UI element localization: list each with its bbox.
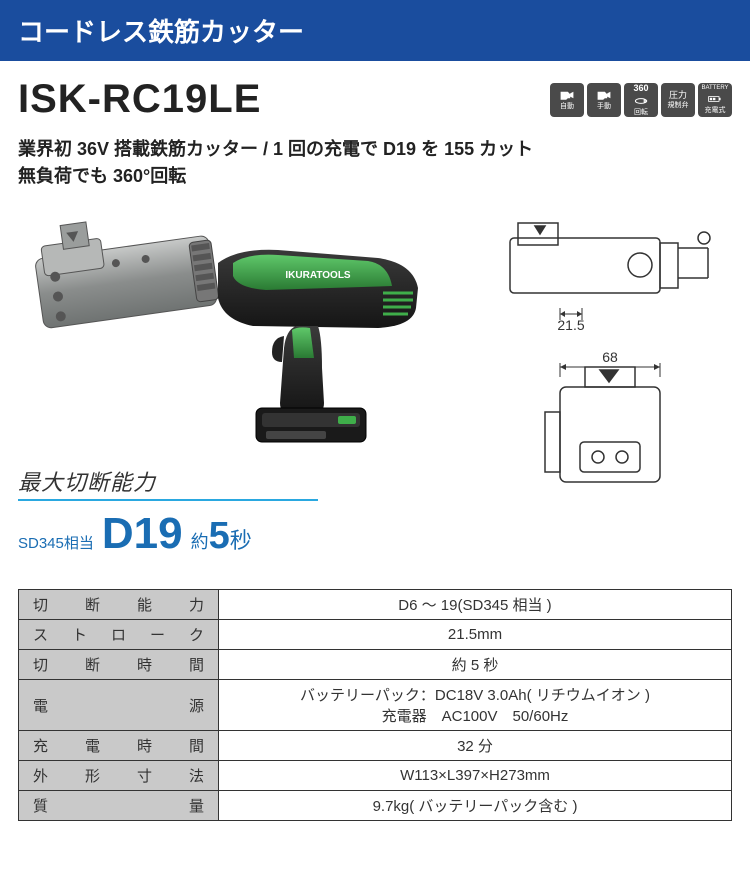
- badge-valve: 圧力 規制弁: [661, 83, 695, 117]
- table-row: 充電時間32 分: [19, 731, 732, 761]
- badge-top: 圧力: [669, 91, 687, 101]
- badge-top: BATTERY: [701, 85, 728, 92]
- table-row: 質量9.7kg( バッテリーパック含む ): [19, 791, 732, 821]
- badge-label: 充電式: [705, 107, 726, 115]
- spec-value: 32 分: [219, 731, 732, 761]
- badge-label: 手動: [597, 103, 611, 111]
- brand-label: IKURATOOLS: [285, 270, 351, 281]
- spec-header: ストローク: [19, 620, 219, 650]
- capacity-about: 約: [191, 532, 209, 552]
- badge-rotate: 360 回転: [624, 83, 658, 117]
- table-row: 切断時間約 5 秒: [19, 650, 732, 680]
- spec-value: W113×L397×H273mm: [219, 761, 732, 791]
- product-illustration: IKURATOOLS: [18, 208, 458, 448]
- badge-battery: BATTERY 充電式: [698, 83, 732, 117]
- spec-header: 電源: [19, 680, 219, 731]
- battery-icon: [707, 92, 723, 106]
- capacity-block: 最大切断能力 SD345相当 D19 約5秒: [18, 465, 458, 559]
- capacity-title: 最大切断能力: [18, 465, 458, 497]
- badge-label: 回転: [634, 109, 648, 117]
- spec-value: 9.7kg( バッテリーパック含む ): [219, 791, 732, 821]
- product-photo-column: IKURATOOLS 最大切断能力: [18, 208, 458, 559]
- spec-value: 21.5mm: [219, 620, 732, 650]
- spec-header: 切断時間: [19, 650, 219, 680]
- capacity-time-unit: 秒: [230, 528, 252, 553]
- table-row: 外形寸法W113×L397×H273mm: [19, 761, 732, 791]
- tool-icon: [596, 88, 612, 102]
- spec-table: 切断能力D6 ～ 19(SD345 相当 ) ストローク21.5mm 切断時間約…: [18, 589, 732, 821]
- capacity-size: D19: [102, 509, 183, 559]
- content: ISK-RC19LE 自動 手動 360 回転 圧力 規制弁 BATTERY: [0, 61, 750, 559]
- tagline-line1: 業界初 36V 搭載鉄筋カッター / 1 回の充電で D19 を 155 カット: [18, 136, 732, 163]
- badge-label: 自動: [560, 103, 574, 111]
- stroke-dim-label: 21.5: [557, 317, 584, 333]
- badge-auto: 自動: [550, 83, 584, 117]
- visual-area: IKURATOOLS 最大切断能力: [18, 208, 732, 559]
- tagline: 業界初 36V 搭載鉄筋カッター / 1 回の充電で D19 を 155 カット…: [18, 136, 732, 190]
- spec-header: 質量: [19, 791, 219, 821]
- table-row: 電源バッテリーパック：DC18V 3.0Ah( リチウムイオン ) 充電器 AC…: [19, 680, 732, 731]
- feature-badges: 自動 手動 360 回転 圧力 規制弁 BATTERY 充電式: [550, 83, 732, 117]
- spec-value: バッテリーパック：DC18V 3.0Ah( リチウムイオン ) 充電器 AC10…: [219, 680, 732, 731]
- spec-table-body: 切断能力D6 ～ 19(SD345 相当 ) ストローク21.5mm 切断時間約…: [19, 590, 732, 821]
- page-title: コードレス鉄筋カッター: [18, 17, 304, 47]
- spec-header: 充電時間: [19, 731, 219, 761]
- capacity-sd: SD345相当: [18, 532, 94, 553]
- tagline-line2: 無負荷でも 360°回転: [18, 163, 732, 190]
- capacity-underline: [18, 499, 318, 501]
- badge-label: 規制弁: [668, 102, 689, 110]
- badge-manual: 手動: [587, 83, 621, 117]
- table-row: 切断能力D6 ～ 19(SD345 相当 ): [19, 590, 732, 620]
- side-diagram: 21.5: [490, 208, 720, 338]
- model-row: ISK-RC19LE 自動 手動 360 回転 圧力 規制弁 BATTERY: [18, 77, 732, 122]
- spec-value: 約 5 秒: [219, 650, 732, 680]
- badge-top: 360: [633, 84, 648, 94]
- front-diagram: 68: [490, 352, 720, 522]
- spec-header: 切断能力: [19, 590, 219, 620]
- rotate-icon: [633, 94, 649, 108]
- page-header: コードレス鉄筋カッター: [0, 0, 750, 61]
- spec-value: D6 ～ 19(SD345 相当 ): [219, 590, 732, 620]
- diagram-column: 21.5 68: [478, 208, 732, 559]
- spec-header: 外形寸法: [19, 761, 219, 791]
- table-row: ストローク21.5mm: [19, 620, 732, 650]
- capacity-time-num: 5: [209, 515, 230, 557]
- width-dim-label: 68: [602, 352, 618, 365]
- capacity-values: SD345相当 D19 約5秒: [18, 509, 458, 559]
- model-number: ISK-RC19LE: [18, 77, 261, 122]
- tool-icon: [559, 88, 575, 102]
